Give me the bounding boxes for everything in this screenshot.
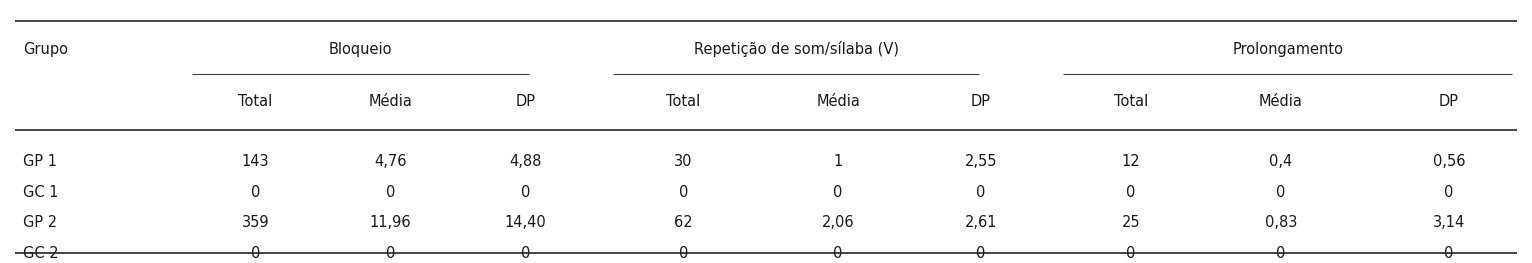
Text: 2,61: 2,61 bbox=[965, 215, 997, 230]
Text: 2,55: 2,55 bbox=[965, 154, 997, 169]
Text: 2,06: 2,06 bbox=[821, 215, 855, 230]
Text: GC 2: GC 2 bbox=[23, 246, 58, 261]
Text: 359: 359 bbox=[242, 215, 270, 230]
Text: 0: 0 bbox=[833, 246, 843, 261]
Text: 11,96: 11,96 bbox=[369, 215, 412, 230]
Text: 0: 0 bbox=[976, 185, 985, 200]
Text: 4,88: 4,88 bbox=[510, 154, 542, 169]
Text: Repetição de som/sílaba (V): Repetição de som/sílaba (V) bbox=[694, 41, 899, 57]
Text: 0: 0 bbox=[1445, 185, 1454, 200]
Text: Média: Média bbox=[817, 94, 859, 109]
Text: Bloqueio: Bloqueio bbox=[329, 42, 392, 57]
Text: 0: 0 bbox=[976, 246, 985, 261]
Text: Média: Média bbox=[369, 94, 412, 109]
Text: 0: 0 bbox=[251, 246, 260, 261]
Text: 12: 12 bbox=[1121, 154, 1140, 169]
Text: DP: DP bbox=[516, 94, 536, 109]
Text: Prolongamento: Prolongamento bbox=[1232, 42, 1344, 57]
Text: 0: 0 bbox=[1445, 246, 1454, 261]
Text: 0: 0 bbox=[679, 185, 688, 200]
Text: 0: 0 bbox=[521, 246, 530, 261]
Text: Total: Total bbox=[666, 94, 700, 109]
Text: Total: Total bbox=[239, 94, 273, 109]
Text: 0: 0 bbox=[1276, 246, 1285, 261]
Text: 0: 0 bbox=[386, 185, 395, 200]
Text: 0: 0 bbox=[1126, 185, 1135, 200]
Text: 62: 62 bbox=[674, 215, 692, 230]
Text: 0: 0 bbox=[679, 246, 688, 261]
Text: Grupo: Grupo bbox=[23, 42, 67, 57]
Text: 25: 25 bbox=[1121, 215, 1140, 230]
Text: 0: 0 bbox=[251, 185, 260, 200]
Text: 30: 30 bbox=[674, 154, 692, 169]
Text: 0,83: 0,83 bbox=[1265, 215, 1298, 230]
Text: GP 2: GP 2 bbox=[23, 215, 57, 230]
Text: 0,4: 0,4 bbox=[1270, 154, 1293, 169]
Text: 14,40: 14,40 bbox=[506, 215, 547, 230]
Text: DP: DP bbox=[971, 94, 991, 109]
Text: DP: DP bbox=[1439, 94, 1458, 109]
Text: 0,56: 0,56 bbox=[1432, 154, 1466, 169]
Text: GP 1: GP 1 bbox=[23, 154, 57, 169]
Text: GC 1: GC 1 bbox=[23, 185, 58, 200]
Text: 0: 0 bbox=[1276, 185, 1285, 200]
Text: Total: Total bbox=[1114, 94, 1147, 109]
Text: 143: 143 bbox=[242, 154, 270, 169]
Text: 3,14: 3,14 bbox=[1432, 215, 1465, 230]
Text: 1: 1 bbox=[833, 154, 843, 169]
Text: 0: 0 bbox=[386, 246, 395, 261]
Text: 0: 0 bbox=[521, 185, 530, 200]
Text: 0: 0 bbox=[833, 185, 843, 200]
Text: Média: Média bbox=[1259, 94, 1302, 109]
Text: 0: 0 bbox=[1126, 246, 1135, 261]
Text: 4,76: 4,76 bbox=[374, 154, 408, 169]
